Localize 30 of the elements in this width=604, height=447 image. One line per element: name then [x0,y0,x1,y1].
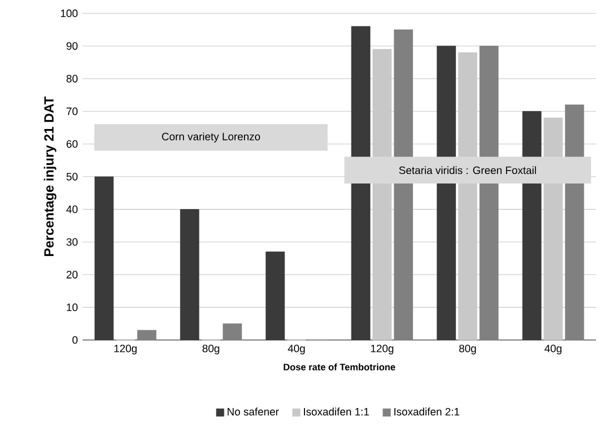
bar [94,176,114,340]
y-tick-label: 90 [66,42,78,50]
bar [222,324,242,340]
y-tick-label: 0 [72,336,78,344]
x-tick-label: 120g [114,344,137,355]
y-tick-label: 60 [66,140,78,148]
x-tick-label: 80g [459,344,476,355]
x-tick-label: 40g [544,344,562,355]
legend-label: Isoxadifen 2:1 [394,408,460,416]
bar [266,252,285,340]
annotation: Corn variety Lorenzo [162,132,260,143]
y-tick-label: 80 [66,75,78,83]
bar [137,330,156,340]
x-tick-label: 40g [288,344,305,355]
bar [180,209,200,340]
y-tick-label: 30 [66,238,78,246]
y-tick-label: 10 [66,304,78,312]
y-tick-label: 100 [60,10,78,18]
y-tick-label: 70 [66,108,78,116]
bar [351,26,370,340]
x-tick-label: 80g [202,344,220,355]
y-axis-title: Percentage injury 21 DAT [44,96,56,256]
x-tick-label: 120g [371,344,394,355]
annotation: Setaria viridis : Green Foxtail [399,166,536,174]
y-tick-label: 20 [66,271,78,279]
x-axis-title: Dose rate of Tembotrione [284,364,396,371]
y-tick-label: 40 [66,206,78,214]
y-tick-label: 50 [66,173,78,181]
legend-label: Isoxadifen 1:1 [304,408,369,416]
legend-label: No safener [228,408,279,416]
